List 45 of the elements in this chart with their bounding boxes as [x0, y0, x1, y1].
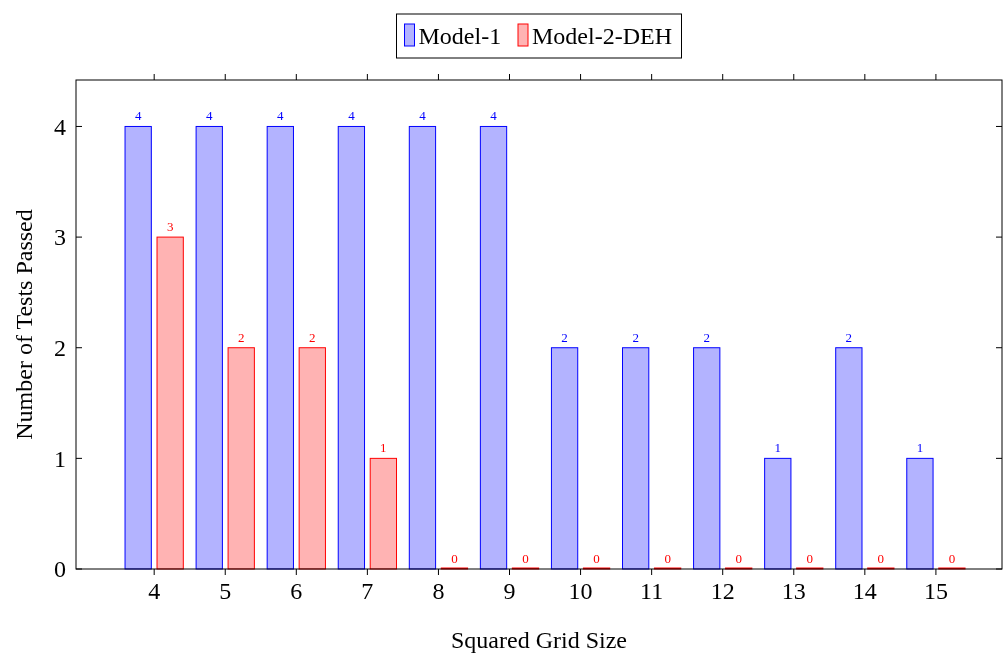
data-label: 4	[206, 108, 213, 124]
x-tick-label: 4	[148, 578, 161, 604]
data-label: 2	[845, 329, 853, 345]
data-label: 2	[703, 329, 710, 345]
data-label: 4	[134, 108, 142, 124]
data-label: 2	[309, 329, 316, 345]
x-tick-label: 8	[432, 578, 445, 604]
data-label: 0	[451, 551, 458, 566]
data-label: 2	[561, 329, 568, 345]
data-label: 1	[774, 440, 782, 456]
data-label: 4	[490, 108, 498, 124]
y-tick-label: 3	[54, 224, 66, 251]
y-tick-label: 0	[54, 556, 66, 583]
data-label: 1	[380, 440, 387, 456]
data-label: 4	[348, 108, 356, 124]
x-tick-label: 11	[640, 578, 664, 604]
y-axis-title: Number of Tests Passed	[11, 209, 37, 440]
data-label: 1	[916, 440, 924, 456]
x-tick-label: 9	[503, 578, 516, 604]
x-tick-label: 6	[290, 578, 303, 604]
data-label: 4	[419, 108, 427, 124]
x-axis-title: Squared Grid Size	[451, 627, 627, 653]
data-label: 2	[237, 329, 245, 345]
x-tick-label: 7	[361, 578, 374, 604]
data-label: 0	[948, 551, 956, 566]
x-tick-label: 5	[219, 578, 232, 604]
x-tick-label: 15	[923, 578, 948, 604]
data-label: 0	[593, 551, 600, 566]
data-label: 3	[166, 219, 174, 235]
data-label: 2	[632, 329, 639, 345]
data-label: 0	[522, 551, 529, 566]
y-tick-label: 2	[54, 335, 66, 362]
x-tick-label: 10	[568, 578, 593, 604]
data-label: 0	[806, 551, 814, 566]
y-tick-label: 1	[54, 445, 66, 472]
x-tick-label: 13	[781, 578, 806, 604]
data-label: 0	[735, 551, 742, 566]
data-label: 0	[877, 551, 885, 566]
data-label: 4	[277, 108, 285, 124]
legend-label: Model-2-DEH	[532, 23, 672, 49]
y-tick-label: 4	[54, 113, 66, 140]
x-tick-label: 12	[710, 578, 735, 604]
data-label: 0	[664, 551, 671, 566]
x-tick-label: 14	[852, 578, 877, 604]
legend-label: Model-1	[418, 23, 502, 49]
